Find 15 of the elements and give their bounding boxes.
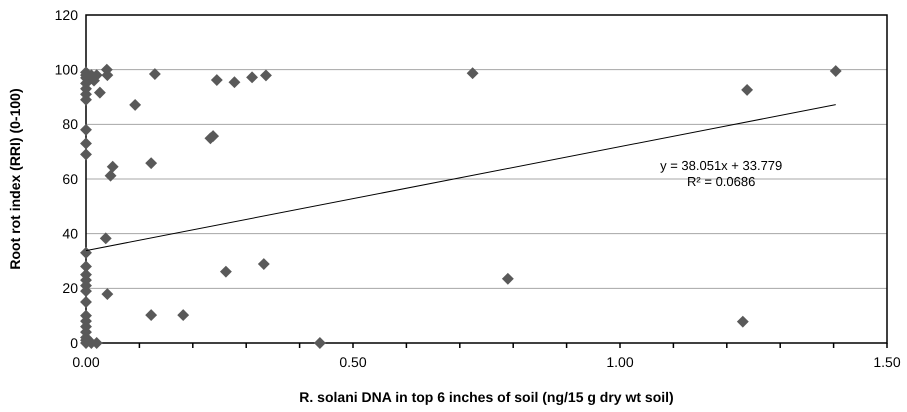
y-tick-label: 100 [54,62,78,78]
y-tick-label: 20 [62,280,78,296]
x-tick-label: 1.00 [606,354,634,370]
y-tick-label: 0 [70,334,78,351]
y-tick-label: 40 [62,226,78,242]
x-tick-label: 1.50 [873,354,901,370]
x-tick-label: 0.00 [72,354,100,370]
x-axis-title: R. solani DNA in top 6 inches of soil (ng/15 g dry wt soil) [299,389,674,405]
annotation: R² = 0.0686 [687,174,756,189]
y-tick-label: 80 [62,116,78,132]
y-tick-label: 120 [54,6,78,23]
y-tick-label: 60 [62,170,78,187]
x-tick-label: 0.50 [339,354,367,370]
annotation: y = 38.051x + 33.779 [660,158,782,173]
y-axis-title: Root rot index (RRI) (0-100) [7,88,23,270]
